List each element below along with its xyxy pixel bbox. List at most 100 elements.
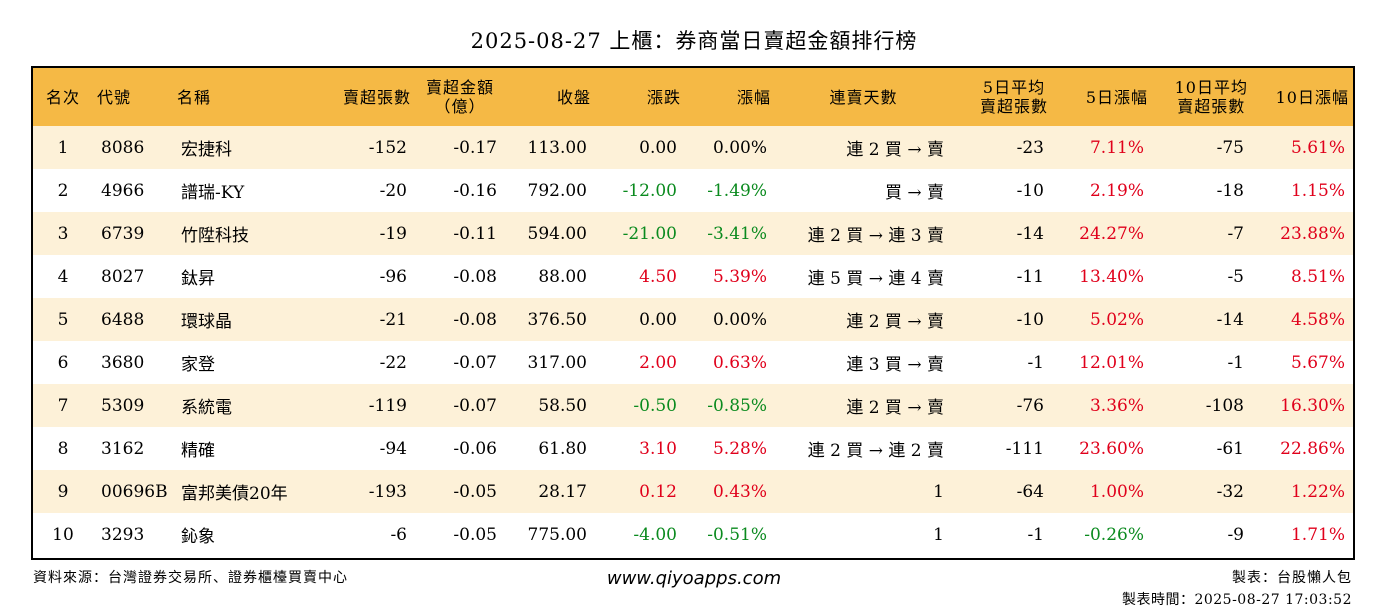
cell-pct10: 1.15% — [1290, 180, 1345, 201]
cell-avg5: -111 — [1005, 438, 1044, 459]
cell-pct5: 3.36% — [1089, 395, 1144, 416]
table-row: 8 3162 精確 -94 -0.06 61.80 3.10 5.28% 連 2 買 → 連 2… — [33, 427, 1353, 470]
table-row: 2 4966 譜瑞-KY -20 -0.16 792.00 -12.00 -1.49% 買 → … — [33, 169, 1353, 212]
cell-sell-lots: -22 — [379, 352, 407, 373]
cell-avg10: -61 — [1216, 438, 1244, 459]
cell-close: 28.17 — [538, 481, 587, 502]
cell-sell-amount: -0.08 — [453, 266, 497, 287]
cell-code: 5309 — [101, 395, 145, 416]
cell-close: 792.00 — [527, 180, 587, 201]
cell-close: 317.00 — [527, 352, 587, 373]
header-code: 代號 — [97, 87, 132, 107]
made-time: 製表時間：2025-08-27 17:03:52 — [1121, 592, 1352, 608]
cell-rank: 1 — [57, 137, 69, 158]
cell-change: -0.50 — [633, 395, 677, 416]
table-row: 1 8086 宏捷科 -152 -0.17 113.00 0.00 0.00% 連 2 買 → … — [33, 126, 1353, 169]
cell-name: 鈊象 — [181, 527, 215, 547]
cell-streak: 連 3 買 → 賣 — [846, 355, 944, 375]
cell-streak: 1 — [933, 524, 944, 545]
cell-change-pct: 5.39% — [712, 266, 767, 287]
header-avg5: 5日平均 賣超張數 — [952, 68, 1052, 126]
cell-sell-amount: -0.11 — [453, 223, 497, 244]
cell-change: -4.00 — [633, 524, 677, 545]
cell-streak: 1 — [933, 481, 944, 502]
cell-avg10: -108 — [1205, 395, 1244, 416]
table-row: 4 8027 鈦昇 -96 -0.08 88.00 4.50 5.39% 連 5 買 → 連 4… — [33, 255, 1353, 298]
cell-sell-lots: -96 — [379, 266, 407, 287]
cell-close: 376.50 — [527, 309, 587, 330]
header-close: 收盤 — [556, 87, 591, 107]
cell-sell-lots: -152 — [368, 137, 407, 158]
table-row: 9 00696B 富邦美債20年 -193 -0.05 28.17 0.12 0.43% 1 -6… — [33, 470, 1353, 513]
table-row: 5 6488 環球晶 -21 -0.08 376.50 0.00 0.00% 連 2 買 → 賣… — [33, 298, 1353, 341]
cell-close: 594.00 — [527, 223, 587, 244]
cell-name: 竹陞科技 — [181, 226, 249, 246]
cell-pct10: 8.51% — [1290, 266, 1345, 287]
cell-avg5: -76 — [1016, 395, 1044, 416]
cell-code: 6739 — [101, 223, 145, 244]
header-rank: 名次 — [45, 87, 80, 107]
cell-sell-amount: -0.07 — [453, 352, 497, 373]
cell-avg5: -1 — [1027, 352, 1044, 373]
header-streak: 連賣天數 — [829, 87, 898, 107]
table-row: 3 6739 竹陞科技 -19 -0.11 594.00 -21.00 -3.41% 連 2 買… — [33, 212, 1353, 255]
cell-change: 3.10 — [639, 438, 677, 459]
cell-avg5: -1 — [1027, 524, 1044, 545]
cell-sell-lots: -19 — [379, 223, 407, 244]
cell-sell-amount: -0.16 — [453, 180, 497, 201]
cell-sell-amount: -0.05 — [453, 524, 497, 545]
cell-streak: 連 2 買 → 賣 — [846, 398, 944, 418]
cell-sell-lots: -119 — [368, 395, 407, 416]
cell-sell-amount: -0.06 — [453, 438, 497, 459]
cell-avg10: -5 — [1227, 266, 1244, 287]
cell-change-pct: 0.43% — [712, 481, 767, 502]
cell-avg10: -7 — [1227, 223, 1244, 244]
ranking-table-frame: 名次 代號 名稱 賣超張數 賣超金額 （億） 收盤 漲跌 漲幅 連賣天數 5日平均… — [31, 66, 1355, 560]
header-name: 名稱 — [177, 87, 212, 107]
header-avg10-line1: 10日平均 — [1174, 78, 1248, 97]
cell-change-pct: 0.63% — [712, 352, 767, 373]
header-sell-amount: 賣超金額 （億） — [415, 68, 505, 126]
cell-pct10: 22.86% — [1280, 438, 1345, 459]
cell-sell-amount: -0.07 — [453, 395, 497, 416]
cell-pct10: 23.88% — [1280, 223, 1345, 244]
cell-name: 宏捷科 — [181, 140, 232, 160]
table-row: 7 5309 系統電 -119 -0.07 58.50 -0.50 -0.85% 連 2 買 →… — [33, 384, 1353, 427]
cell-change-pct: -1.49% — [707, 180, 767, 201]
website-link[interactable]: www.qiyoapps.com — [606, 568, 782, 589]
cell-close: 88.00 — [538, 266, 587, 287]
cell-pct10: 1.22% — [1290, 481, 1345, 502]
header-change-pct: 漲幅 — [736, 87, 771, 107]
cell-name: 家登 — [181, 355, 215, 375]
cell-avg5: -11 — [1016, 266, 1044, 287]
header-change: 漲跌 — [646, 87, 681, 107]
cell-pct5: 1.00% — [1089, 481, 1144, 502]
cell-streak: 連 2 買 → 賣 — [846, 140, 944, 160]
header-avg5-line1: 5日平均 — [982, 78, 1046, 97]
cell-change: -12.00 — [622, 180, 677, 201]
cell-code: 8086 — [101, 137, 145, 158]
cell-avg5: -14 — [1016, 223, 1044, 244]
page-title: 2025-08-27 上櫃：券商當日賣超金額排行榜 — [470, 29, 918, 53]
cell-streak: 連 2 買 → 連 3 賣 — [807, 226, 944, 246]
cell-code: 3162 — [101, 438, 145, 459]
table-header-row: 名次 代號 名稱 賣超張數 賣超金額 （億） 收盤 漲跌 漲幅 連賣天數 5日平均… — [33, 68, 1353, 126]
cell-name: 環球晶 — [181, 312, 232, 332]
cell-change-pct: -0.85% — [707, 395, 767, 416]
cell-sell-lots: -21 — [379, 309, 407, 330]
cell-rank: 6 — [57, 352, 69, 373]
cell-pct5: 2.19% — [1089, 180, 1144, 201]
cell-rank: 8 — [57, 438, 69, 459]
cell-avg10: -9 — [1227, 524, 1244, 545]
header-sell-amount-line2: （億） — [434, 97, 486, 116]
header-avg5-line2: 賣超張數 — [979, 97, 1048, 116]
cell-name: 譜瑞-KY — [181, 183, 245, 203]
cell-streak: 買 → 賣 — [884, 183, 944, 203]
cell-pct10: 16.30% — [1280, 395, 1345, 416]
cell-change-pct: 0.00% — [712, 309, 767, 330]
cell-avg5: -23 — [1016, 137, 1044, 158]
cell-rank: 2 — [57, 180, 69, 201]
cell-change: 2.00 — [639, 352, 677, 373]
cell-pct10: 5.61% — [1290, 137, 1345, 158]
table-row: 10 3293 鈊象 -6 -0.05 775.00 -4.00 -0.51% 1 -1 -0.26… — [33, 513, 1353, 556]
